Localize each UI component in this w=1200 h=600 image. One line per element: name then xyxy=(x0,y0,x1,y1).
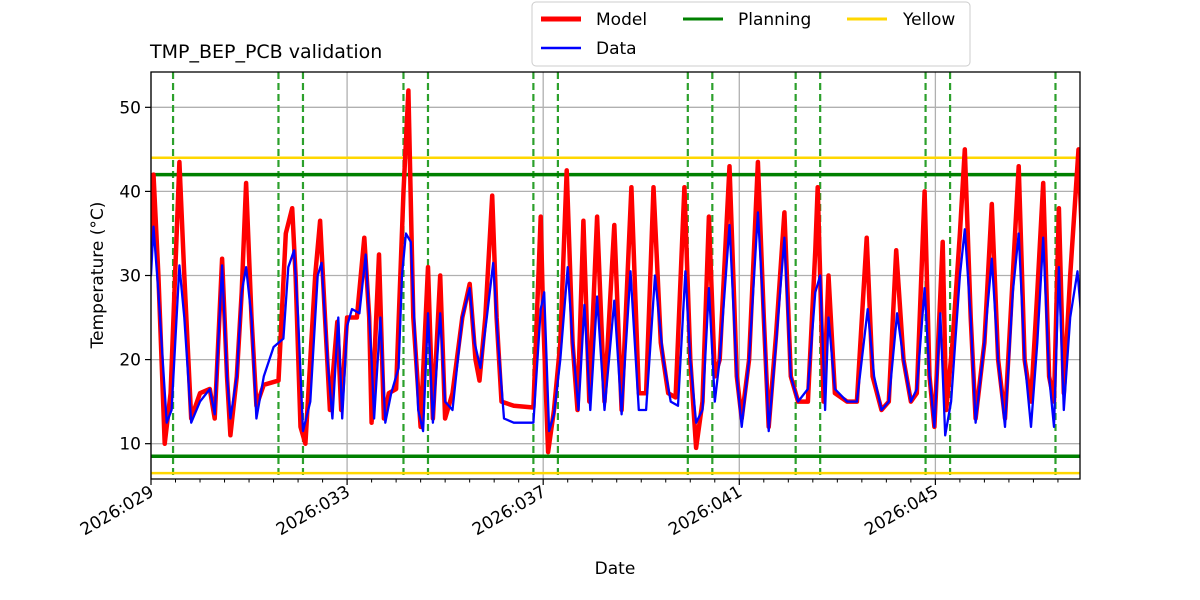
event-lines xyxy=(171,72,1057,479)
legend-label-yellow: Yellow xyxy=(902,10,955,30)
legend-label-planning: Planning xyxy=(738,10,811,30)
x-tick-label: 2026:041 xyxy=(665,482,746,540)
legend: Model Data Planning Yellow xyxy=(531,1,971,67)
chart-title: TMP_BEP_PCB validation xyxy=(149,41,382,63)
y-tick-label: 10 xyxy=(119,435,141,455)
legend-label-data: Data xyxy=(596,39,637,59)
x-tick-label: 2026:045 xyxy=(861,482,942,540)
x-tick-label: 2026:037 xyxy=(469,482,550,540)
limit-lines xyxy=(151,156,1080,475)
x-tick-label: 2026:033 xyxy=(273,482,354,540)
y-tick-label: 50 xyxy=(119,98,141,118)
x-tick-label: 2026:029 xyxy=(77,482,158,540)
legend-label-model: Model xyxy=(596,10,647,30)
series-layer xyxy=(151,88,1080,455)
x-axis-label: Date xyxy=(595,559,636,579)
y-tick-label: 30 xyxy=(119,267,141,287)
y-tick-label: 20 xyxy=(119,351,141,371)
y-axis-label: Temperature (°C) xyxy=(88,202,108,350)
series-model-line xyxy=(151,88,1080,455)
y-tick-label: 40 xyxy=(119,182,141,202)
series-data-line xyxy=(151,211,1080,437)
